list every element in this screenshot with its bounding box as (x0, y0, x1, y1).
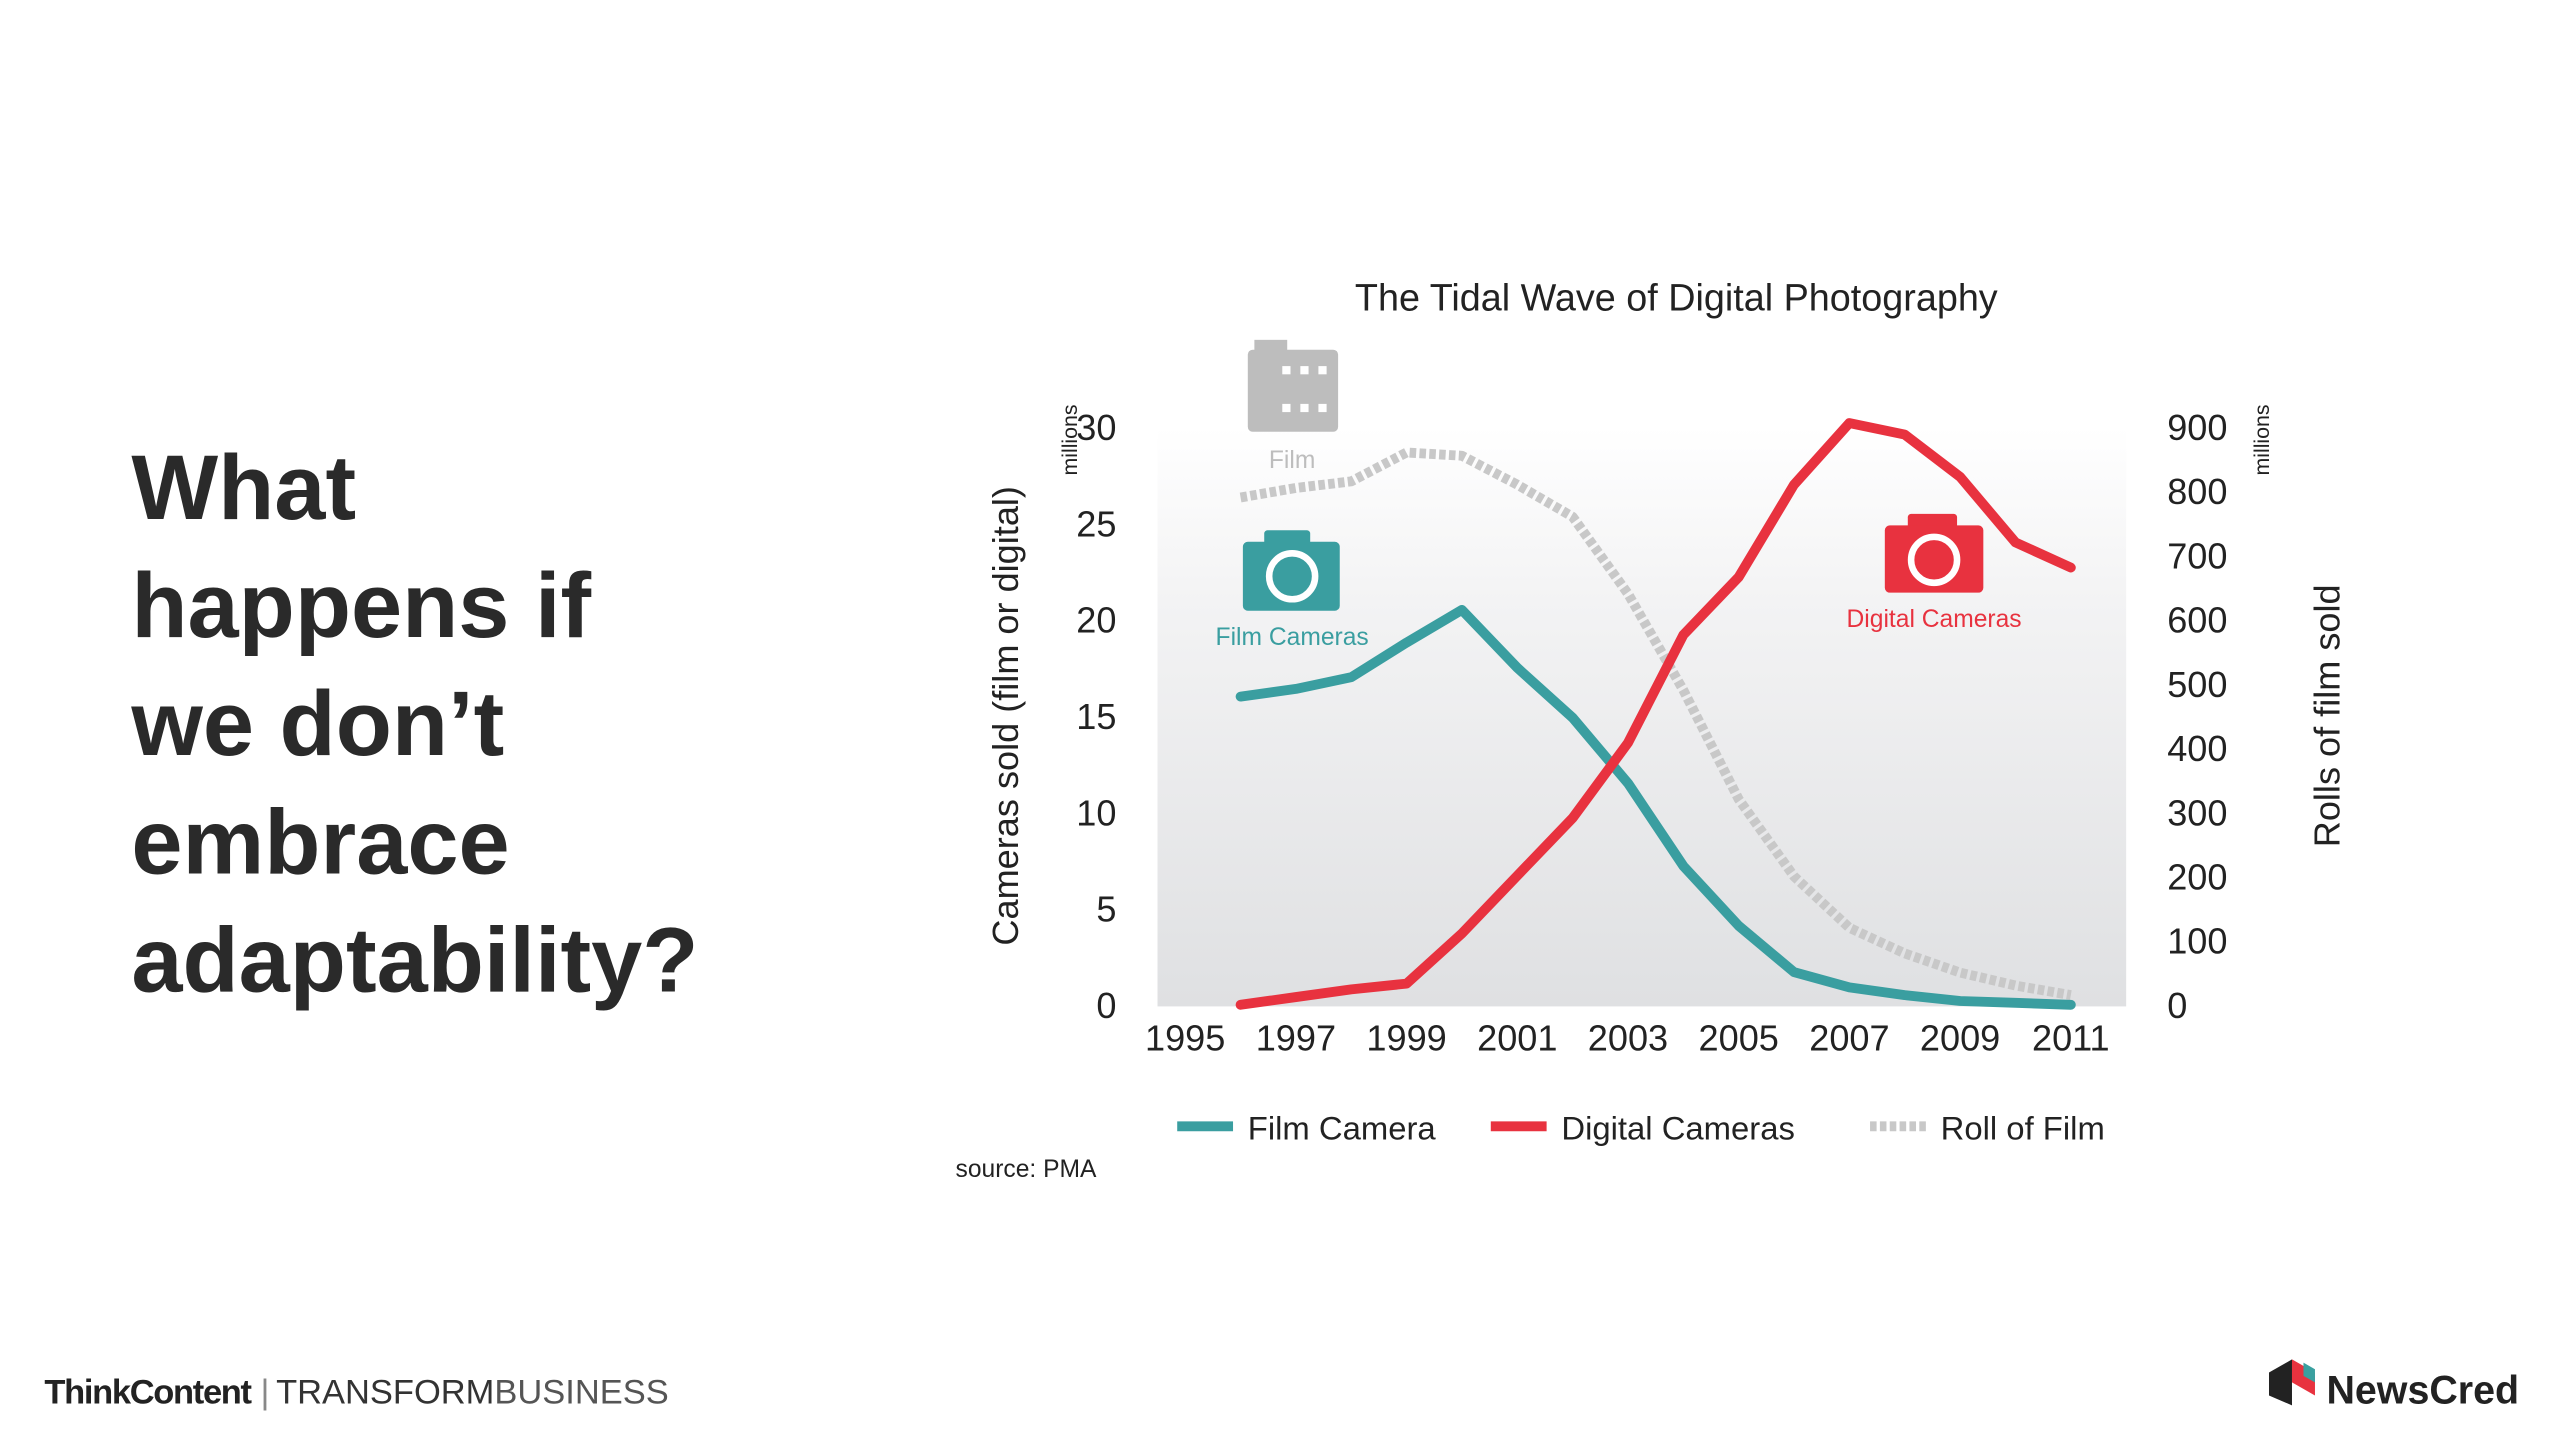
x-tick-label: 1997 (1256, 1018, 1336, 1059)
y2-tick-label: 300 (2167, 792, 2227, 833)
legend-label: Film Camera (1248, 1109, 1437, 1146)
footer-brand: BUSINESS (494, 1374, 668, 1412)
y2-axis-label: Rolls of film sold (2307, 584, 2348, 847)
y-tick-label: 15 (1076, 696, 1116, 737)
film-icon (1247, 339, 1339, 432)
y-tick-label: 0 (1096, 985, 1116, 1026)
heading: What happens if we don’t embrace adaptabilit… (130, 437, 698, 1012)
heading-line: embrace (131, 791, 509, 893)
heading-line: we don’t (130, 673, 504, 775)
y-tick-label: 25 (1076, 503, 1116, 544)
y2-tick-label: 600 (2167, 600, 2227, 641)
series-line (1235, 418, 2076, 1010)
source: source: PMA (956, 1156, 1097, 1183)
heading-line: happens if (131, 555, 591, 657)
x-tick-label: 1995 (1145, 1018, 1225, 1059)
y-tick-label: 20 (1076, 600, 1116, 641)
footer-right: NewsCred (2326, 1369, 2519, 1413)
y2-tick-label: 400 (2167, 728, 2227, 769)
y2-tick-label: 900 (2167, 407, 2227, 448)
y-tick-label: 5 (1096, 889, 1116, 930)
newscred-logo (2269, 1359, 2315, 1406)
legend-label: Digital Cameras (1561, 1109, 1795, 1146)
y2-tick-label: 200 (2167, 856, 2227, 897)
y-unit: millions (1058, 404, 1082, 475)
series-line (1239, 447, 2072, 1000)
annotation: Digital Cameras (1847, 606, 2022, 633)
x-tick-label: 2011 (2032, 1018, 2110, 1059)
x-tick-label: 2001 (1477, 1018, 1557, 1059)
y-tick-label: 30 (1076, 407, 1116, 448)
y2-tick-label: 0 (2167, 985, 2187, 1026)
heading-line: adaptability? (131, 910, 698, 1012)
x-tick-label: 2009 (1920, 1018, 2000, 1059)
footer-left: ThinkContent | TRANSFORMBUSINESS (44, 1374, 668, 1412)
annotation: Film (1269, 447, 1315, 474)
x-tick-label: 2003 (1588, 1018, 1668, 1059)
footer-brand: ThinkContent (44, 1374, 252, 1412)
legend-label: Roll of Film (1941, 1109, 2105, 1146)
y2-unit: millions (2250, 404, 2274, 475)
annotation: Film Cameras (1216, 624, 1369, 651)
y2-tick-label: 700 (2167, 535, 2227, 576)
y2-tick-label: 500 (2167, 664, 2227, 705)
footer-brand: TRANSFORM (276, 1374, 494, 1412)
x-tick-label: 1999 (1366, 1018, 1446, 1059)
heading-line: What (131, 437, 356, 539)
y-tick-label: 10 (1076, 792, 1116, 833)
digital-camera-icon (1884, 513, 1984, 593)
x-tick-label: 2007 (1809, 1018, 1889, 1059)
y2-tick-label: 100 (2167, 921, 2227, 962)
series-line (1235, 605, 2076, 1010)
y2-tick-label: 800 (2167, 471, 2227, 512)
film-camera-icon (1242, 530, 1340, 611)
y-axis-label: Cameras sold (film or digital) (985, 486, 1026, 946)
chart-title: The Tidal Wave of Digital Photography (1355, 277, 1998, 319)
x-tick-label: 2005 (1699, 1018, 1779, 1059)
